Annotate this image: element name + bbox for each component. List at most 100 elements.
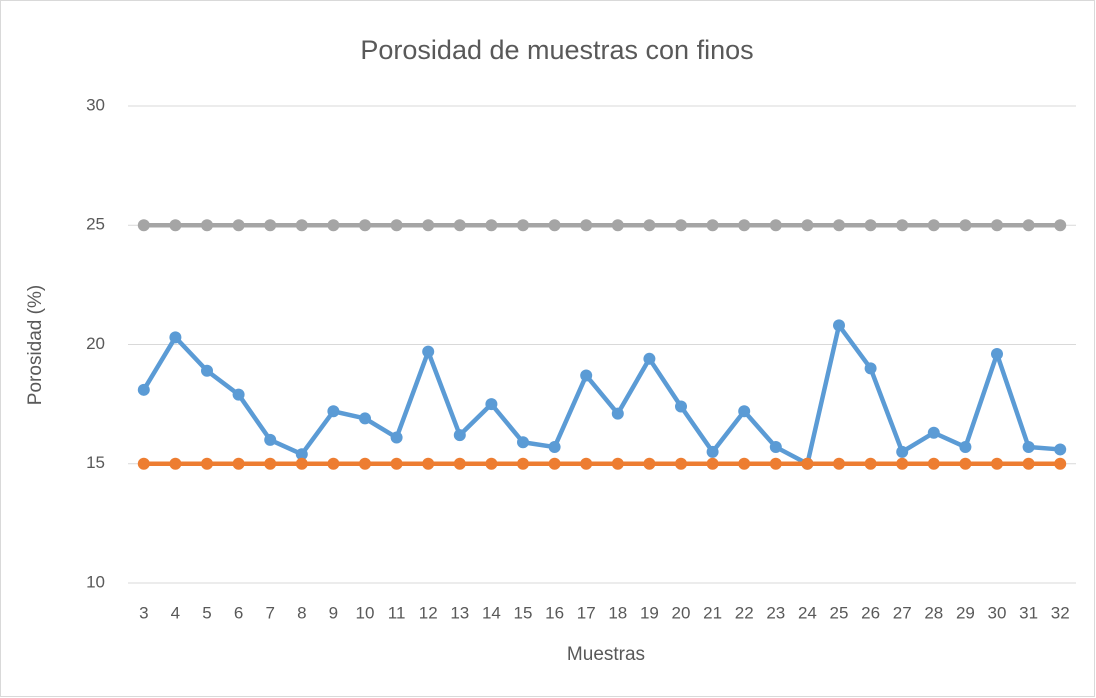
- data-point: [232, 219, 245, 232]
- data-point: [611, 457, 624, 470]
- data-point: [801, 219, 814, 232]
- data-point: [390, 457, 403, 470]
- data-point: [769, 457, 782, 470]
- data-point: [896, 445, 909, 458]
- data-point: [295, 448, 308, 461]
- data-point: [137, 383, 150, 396]
- data-point: [959, 441, 972, 454]
- data-point: [485, 457, 498, 470]
- data-point: [137, 457, 150, 470]
- x-tick-label: 28: [924, 603, 943, 622]
- data-point: [580, 457, 593, 470]
- data-point: [264, 433, 277, 446]
- data-point: [359, 412, 371, 425]
- data-point: [453, 219, 466, 232]
- data-point: [264, 457, 277, 470]
- data-point: [643, 352, 656, 365]
- x-tick-label: 16: [545, 603, 564, 622]
- data-point: [769, 219, 782, 232]
- data-point: [991, 457, 1003, 470]
- data-point: [1054, 443, 1067, 456]
- y-tick-label: 10: [86, 572, 105, 591]
- x-tick-label: 10: [356, 603, 375, 622]
- data-point: [1022, 219, 1035, 232]
- data-point: [675, 457, 687, 470]
- data-point: [327, 405, 340, 418]
- chart-title: Porosidad de muestras con finos: [360, 35, 753, 65]
- data-point: [706, 445, 719, 458]
- x-tick-label: 11: [388, 603, 406, 622]
- data-point: [1022, 457, 1035, 470]
- data-point: [896, 219, 909, 232]
- data-point: [169, 331, 182, 344]
- data-point: [991, 348, 1003, 361]
- y-tick-label: 15: [86, 453, 105, 472]
- x-tick-label: 31: [1019, 603, 1038, 622]
- data-point: [295, 219, 308, 232]
- data-point: [390, 431, 403, 444]
- x-tick-label: 22: [735, 603, 754, 622]
- x-tick-label: 32: [1051, 603, 1070, 622]
- data-point: [201, 457, 213, 470]
- x-tick-label: 23: [766, 603, 785, 622]
- data-point: [201, 219, 213, 232]
- x-tick-label: 7: [265, 603, 274, 622]
- y-tick-label: 25: [86, 215, 105, 234]
- data-point: [611, 407, 624, 420]
- data-point: [927, 219, 940, 232]
- x-tick-label: 15: [514, 603, 533, 622]
- data-point: [422, 457, 435, 470]
- data-point: [643, 457, 656, 470]
- data-point: [643, 219, 656, 232]
- data-point: [1054, 219, 1067, 232]
- data-point: [517, 436, 529, 449]
- data-point: [232, 457, 245, 470]
- data-point: [580, 369, 593, 382]
- data-point: [864, 362, 877, 375]
- x-tick-label: 24: [798, 603, 817, 622]
- data-point: [422, 219, 435, 232]
- data-point: [169, 457, 182, 470]
- data-point: [738, 219, 751, 232]
- data-point: [453, 457, 466, 470]
- data-point: [611, 219, 624, 232]
- data-point: [422, 345, 435, 358]
- data-point: [833, 457, 845, 470]
- data-point: [675, 219, 687, 232]
- data-point: [517, 219, 529, 232]
- data-point: [959, 219, 972, 232]
- data-point: [485, 219, 498, 232]
- data-point: [580, 219, 593, 232]
- x-tick-label: 4: [171, 603, 180, 622]
- data-point: [801, 457, 814, 470]
- data-point: [232, 388, 245, 401]
- data-point: [390, 219, 403, 232]
- data-point: [991, 219, 1003, 232]
- x-tick-label: 13: [450, 603, 469, 622]
- data-point: [201, 364, 213, 377]
- x-tick-label: 5: [202, 603, 211, 622]
- data-point: [706, 457, 719, 470]
- data-point: [169, 219, 182, 232]
- data-point: [517, 457, 529, 470]
- x-tick-label: 30: [988, 603, 1007, 622]
- x-tick-label: 9: [329, 603, 338, 622]
- data-point: [327, 457, 340, 470]
- data-point: [485, 398, 498, 411]
- data-point: [896, 457, 909, 470]
- data-point: [548, 219, 561, 232]
- x-tick-label: 6: [234, 603, 243, 622]
- data-point: [548, 441, 561, 454]
- data-point: [833, 219, 845, 232]
- data-point: [137, 219, 150, 232]
- data-point: [359, 219, 371, 232]
- x-tick-label: 27: [893, 603, 912, 622]
- y-tick-label: 30: [86, 95, 105, 114]
- x-tick-label: 17: [577, 603, 596, 622]
- y-tick-label: 20: [86, 334, 105, 353]
- data-point: [959, 457, 972, 470]
- data-point: [264, 219, 277, 232]
- x-tick-label: 29: [956, 603, 975, 622]
